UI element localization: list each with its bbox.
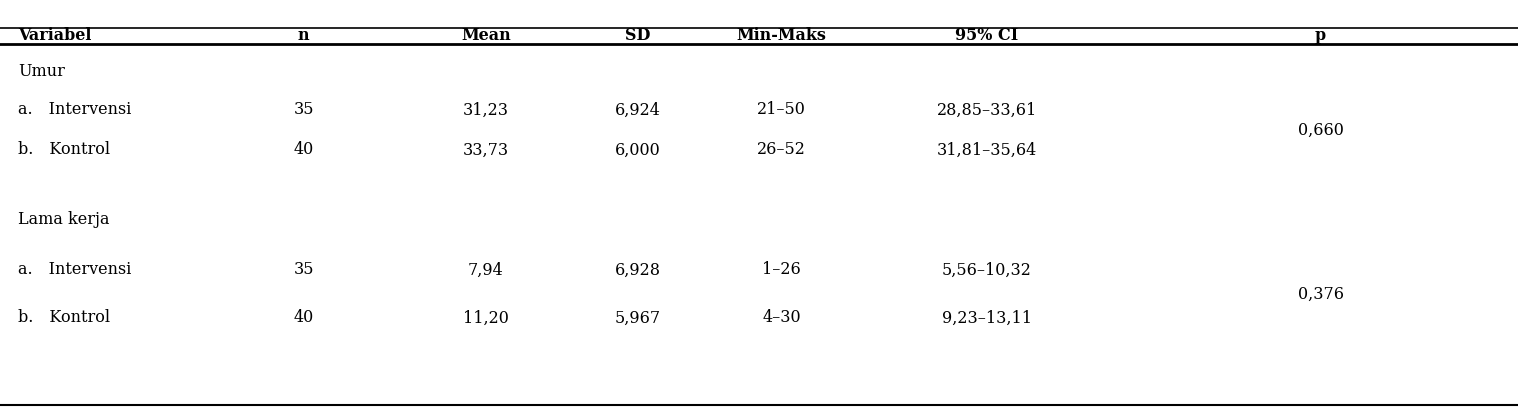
Text: 35: 35 xyxy=(293,101,314,119)
Text: 26–52: 26–52 xyxy=(757,142,806,158)
Text: 31,23: 31,23 xyxy=(463,101,509,119)
Text: Mean: Mean xyxy=(461,28,510,44)
Text: 6,000: 6,000 xyxy=(615,142,660,158)
Text: 28,85–33,61: 28,85–33,61 xyxy=(937,101,1037,119)
Text: Variabel: Variabel xyxy=(18,28,91,44)
Text: p: p xyxy=(1315,28,1327,44)
Text: 6,924: 6,924 xyxy=(615,101,660,119)
Text: 31,81–35,64: 31,81–35,64 xyxy=(937,142,1037,158)
Text: 5,56–10,32: 5,56–10,32 xyxy=(941,261,1032,279)
Text: 7,94: 7,94 xyxy=(468,261,504,279)
Text: 1–26: 1–26 xyxy=(762,261,802,279)
Text: a. Intervensi: a. Intervensi xyxy=(18,261,132,279)
Text: 9,23–13,11: 9,23–13,11 xyxy=(941,310,1032,326)
Text: Lama kerja: Lama kerja xyxy=(18,212,109,228)
Text: Min-Maks: Min-Maks xyxy=(736,28,827,44)
Text: 95% CI: 95% CI xyxy=(955,28,1019,44)
Text: 6,928: 6,928 xyxy=(615,261,660,279)
Text: n: n xyxy=(298,28,310,44)
Text: 0,376: 0,376 xyxy=(1298,285,1343,303)
Text: 35: 35 xyxy=(293,261,314,279)
Text: 11,20: 11,20 xyxy=(463,310,509,326)
Text: 40: 40 xyxy=(293,142,314,158)
Text: b. Kontrol: b. Kontrol xyxy=(18,310,111,326)
Text: 40: 40 xyxy=(293,310,314,326)
Text: b. Kontrol: b. Kontrol xyxy=(18,142,111,158)
Text: 33,73: 33,73 xyxy=(463,142,509,158)
Text: Umur: Umur xyxy=(18,64,65,80)
Text: SD: SD xyxy=(625,28,650,44)
Text: 5,967: 5,967 xyxy=(615,310,660,326)
Text: 0,660: 0,660 xyxy=(1298,122,1343,139)
Text: a. Intervensi: a. Intervensi xyxy=(18,101,132,119)
Text: 21–50: 21–50 xyxy=(757,101,806,119)
Text: 4–30: 4–30 xyxy=(762,310,802,326)
